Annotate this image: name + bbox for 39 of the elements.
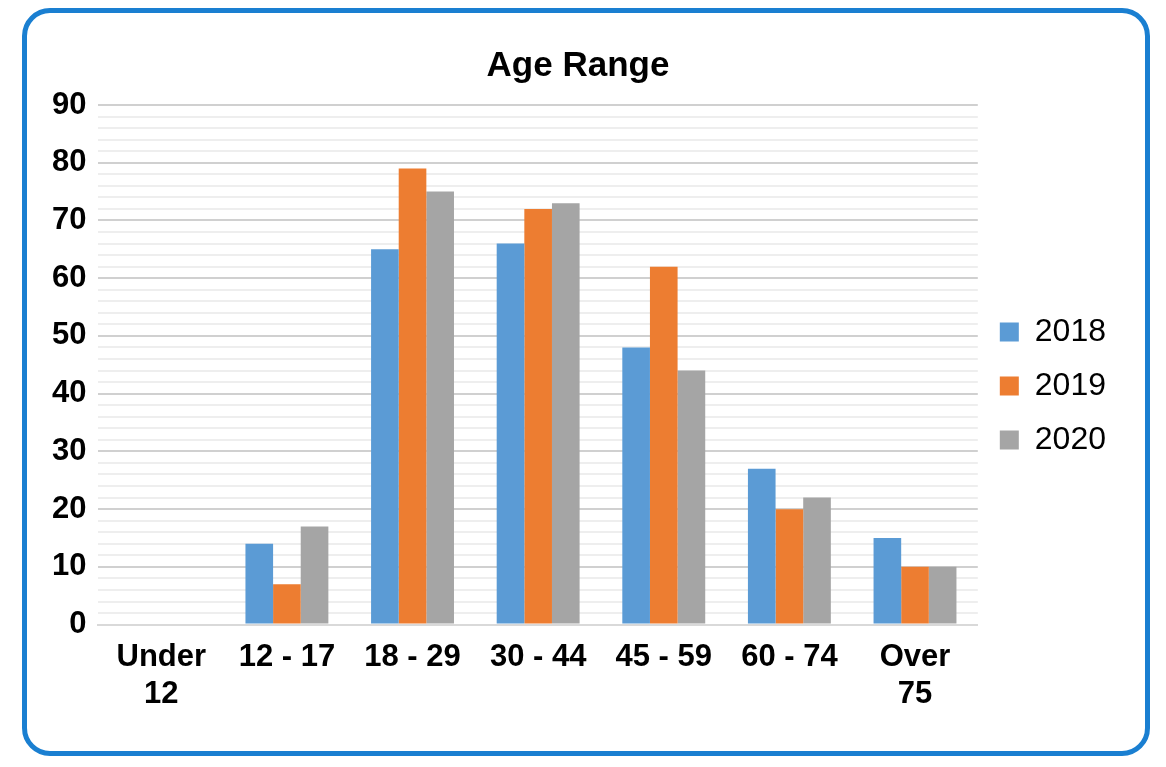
bar: [371, 249, 399, 624]
bar: [775, 509, 804, 624]
y-tick-label: 40: [52, 374, 87, 410]
bar: [551, 203, 580, 624]
bar: [747, 468, 776, 624]
x-tick-label: 30 - 44: [489, 637, 588, 673]
y-tick-label: 80: [52, 143, 87, 179]
y-tick-label: 30: [52, 431, 87, 467]
x-tick-label: 60 - 74: [741, 637, 839, 673]
bar: [300, 526, 329, 624]
y-tick-label: 0: [69, 605, 87, 641]
bar: [524, 208, 552, 624]
bar: [901, 566, 929, 624]
x-tick-label: Over 75: [879, 637, 951, 710]
y-tick-label: 90: [52, 85, 87, 121]
x-tick-label: Under 12: [116, 637, 207, 710]
bar: [649, 266, 678, 624]
bar: [928, 566, 957, 624]
y-tick-label: 10: [52, 547, 87, 583]
y-tick-label: 50: [52, 316, 87, 352]
chart-title: Age Range: [486, 43, 670, 83]
y-tick-label: 70: [52, 201, 87, 237]
x-tick-label: 45 - 59: [615, 637, 713, 673]
bar: [803, 497, 831, 624]
bar: [398, 168, 427, 624]
legend-label: 2020: [1034, 419, 1106, 456]
bar: [426, 191, 454, 624]
legend-label: 2018: [1034, 311, 1106, 348]
x-tick-label: 12 - 17: [238, 637, 336, 673]
y-tick-label: 20: [52, 489, 87, 525]
x-tick-label: 18 - 29: [364, 637, 461, 673]
bar: [622, 347, 650, 624]
bar: [245, 543, 274, 624]
bar: [273, 584, 301, 624]
bar: [873, 538, 902, 624]
bar: [677, 370, 706, 624]
legend-label: 2019: [1034, 365, 1106, 402]
y-tick-label: 60: [52, 258, 87, 294]
bar: [496, 243, 525, 624]
